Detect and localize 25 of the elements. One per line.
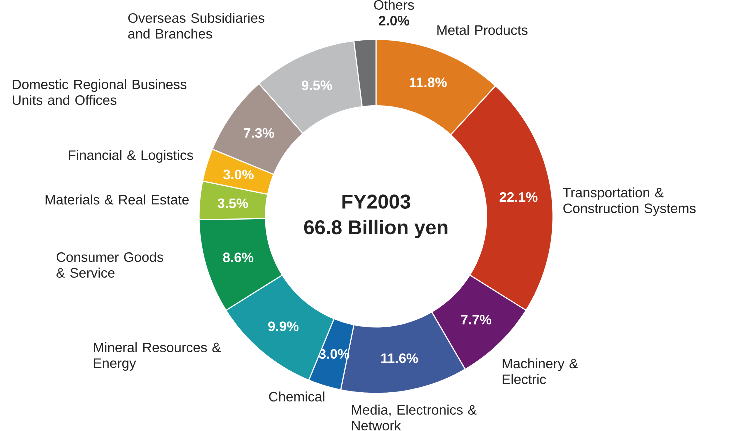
slice-label: Metal Products xyxy=(438,25,528,36)
data-label: 2.0% xyxy=(379,16,410,26)
data-label: 9.9% xyxy=(268,322,299,332)
text: 66.8 Billion yen xyxy=(304,220,448,239)
data-label: 9.5% xyxy=(302,80,332,91)
text: FY2003 xyxy=(342,194,410,210)
slice-label: Financial & Logistics xyxy=(69,150,194,164)
slice-label: Overseas Subsidiaries and Branches xyxy=(128,13,265,39)
slice-label: Others xyxy=(374,0,414,10)
slice-label: Media, Electronics & Network xyxy=(352,405,477,431)
data-label: 7.7% xyxy=(461,315,492,325)
slice-label: Chemical xyxy=(269,392,325,402)
data-label: 3.0% xyxy=(223,170,254,180)
slice-label: Domestic Regional Business Units and Offices xyxy=(13,80,187,106)
data-label: 11.8% xyxy=(410,78,447,88)
slice-label: Mineral Resources & Energy xyxy=(94,342,222,372)
data-label: 7.3% xyxy=(244,128,274,138)
slice-label: Consumer Goods & Service xyxy=(56,252,164,278)
slice-label: Materials & Real Estate xyxy=(46,194,189,205)
slice-label: Transportation & Construction Systems xyxy=(563,188,696,216)
slice-label: Machinery & Electric xyxy=(502,358,578,384)
data-label: 22.1% xyxy=(500,192,538,202)
data-label: 3.5% xyxy=(218,198,248,209)
data-label: 8.6% xyxy=(223,252,254,263)
data-label: 11.6% xyxy=(382,354,418,364)
